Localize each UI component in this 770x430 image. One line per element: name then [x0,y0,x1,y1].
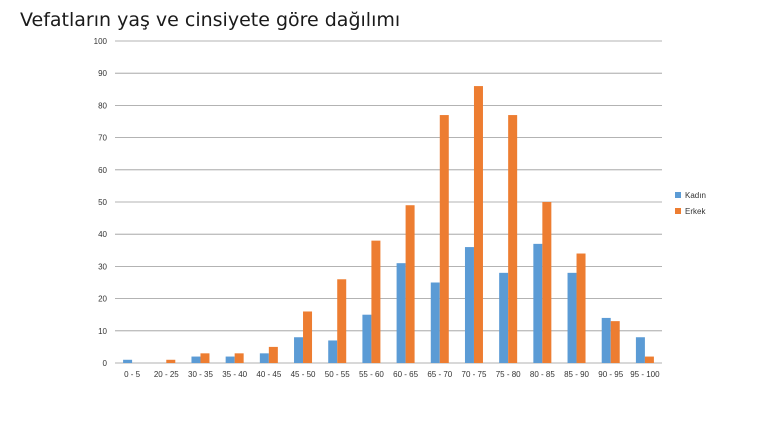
y-tick-label: 0 [103,359,108,368]
x-tick-label: 35 - 40 [222,370,247,379]
x-tick-label: 55 - 60 [359,370,384,379]
bar-Kadın-85-90 [567,272,577,363]
x-tick-label: 80 - 85 [530,370,555,379]
bar-Kadın-50-55 [328,340,338,363]
bar-Erkek-80-85 [542,202,552,363]
chart-title: Vefatların yaş ve cinsiyete göre dağılım… [20,9,401,31]
x-tick-label: 60 - 65 [393,370,418,379]
legend-swatch [675,192,681,198]
x-tick-label: 70 - 75 [462,370,487,379]
y-tick-label: 60 [98,166,107,175]
y-tick-label: 80 [98,101,107,110]
bar-Kadın-30-35 [191,356,201,363]
bar-Erkek-75-80 [508,115,518,363]
bar-Erkek-90-95 [610,321,620,363]
x-tick-label: 95 - 100 [630,370,660,379]
x-tick-label: 20 - 25 [154,370,179,379]
x-tick-label: 65 - 70 [427,370,452,379]
y-axis-ticks: 0 10 20 30 40 50 60 70 80 90 100 [94,37,108,368]
bar-Kadın-55-60 [362,314,372,363]
x-tick-label: 75 - 80 [496,370,521,379]
bar-Kadın-60-65 [396,263,406,363]
bar-Kadın-80-85 [533,243,543,363]
bar-Erkek-85-90 [576,253,586,363]
y-tick-label: 10 [98,327,107,336]
y-tick-label: 50 [98,198,107,207]
bar-Erkek-50-55 [337,279,347,363]
legend-label: Erkek [685,207,706,216]
bar-Erkek-60-65 [405,205,415,363]
y-tick-label: 100 [94,37,108,46]
x-axis-ticks: 0 - 5 20 - 25 30 - 35 35 - 40 40 - 45 45 - 50… [124,370,660,379]
legend-label: Kadın [685,191,706,200]
bar-Erkek-55-60 [371,240,381,363]
x-tick-label: 85 - 90 [564,370,589,379]
bar-Erkek-20-25 [166,359,176,363]
bar-Kadın-95-100 [635,337,645,363]
y-tick-label: 70 [98,134,107,143]
bar-Kadın-35-40 [225,356,235,363]
bar-Erkek-95-100 [644,356,654,363]
x-tick-label: 50 - 55 [325,370,350,379]
x-tick-label: 90 - 95 [598,370,623,379]
bar-Kadın-40-45 [259,353,269,363]
x-tick-label: 30 - 35 [188,370,213,379]
y-tick-label: 90 [98,69,107,78]
bar-Erkek-30-35 [200,353,210,363]
bar-Erkek-65-70 [439,115,449,363]
bars [123,86,654,363]
bar-Kadın-45-50 [294,337,304,363]
legend: Kadın Erkek [675,191,706,216]
bar-Erkek-70-75 [473,86,483,363]
x-tick-label: 0 - 5 [124,370,141,379]
bar-Kadın-0-5 [123,359,133,363]
bar-Kadın-90-95 [601,317,611,363]
x-tick-label: 40 - 45 [256,370,281,379]
bar-Erkek-45-50 [303,311,313,363]
legend-swatch [675,208,681,214]
bar-Erkek-40-45 [268,346,278,363]
bar-Erkek-35-40 [234,353,244,363]
y-tick-label: 40 [98,230,107,239]
bar-Kadın-65-70 [430,282,440,363]
bar-Kadın-75-80 [499,272,509,363]
y-tick-label: 30 [98,262,107,271]
y-tick-label: 20 [98,295,107,304]
x-tick-label: 45 - 50 [291,370,316,379]
bar-Kadın-70-75 [464,247,474,363]
